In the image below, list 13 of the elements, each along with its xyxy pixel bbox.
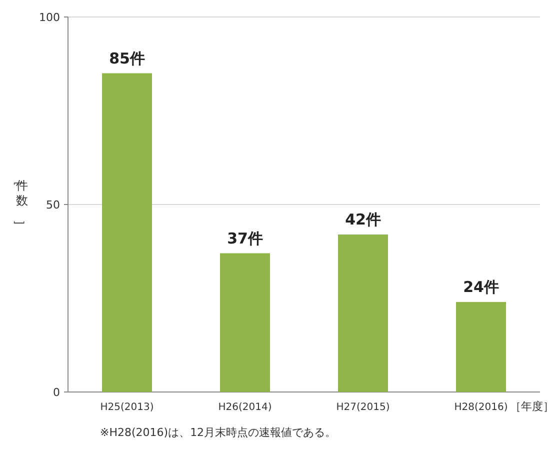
y-tick-label: 0 — [53, 386, 60, 399]
data-label: 42件 — [345, 210, 381, 228]
x-tick-label: H27(2015) — [336, 402, 390, 413]
x-tick-label: H26(2014) — [218, 402, 272, 413]
data-label: 24件 — [463, 278, 499, 296]
y-tick-label: 50 — [46, 198, 60, 212]
x-tick-label: H25(2013) — [100, 402, 154, 413]
x-tick-label: H28(2016) — [454, 402, 508, 413]
x-axis-title: ［年度］ — [510, 400, 554, 413]
data-label: 37件 — [227, 229, 263, 248]
y-tick-label: 100 — [39, 11, 60, 24]
data-label: 85件 — [109, 49, 145, 68]
text: ※H28(2016)は、12月末時点の速報値である。 — [100, 426, 336, 439]
